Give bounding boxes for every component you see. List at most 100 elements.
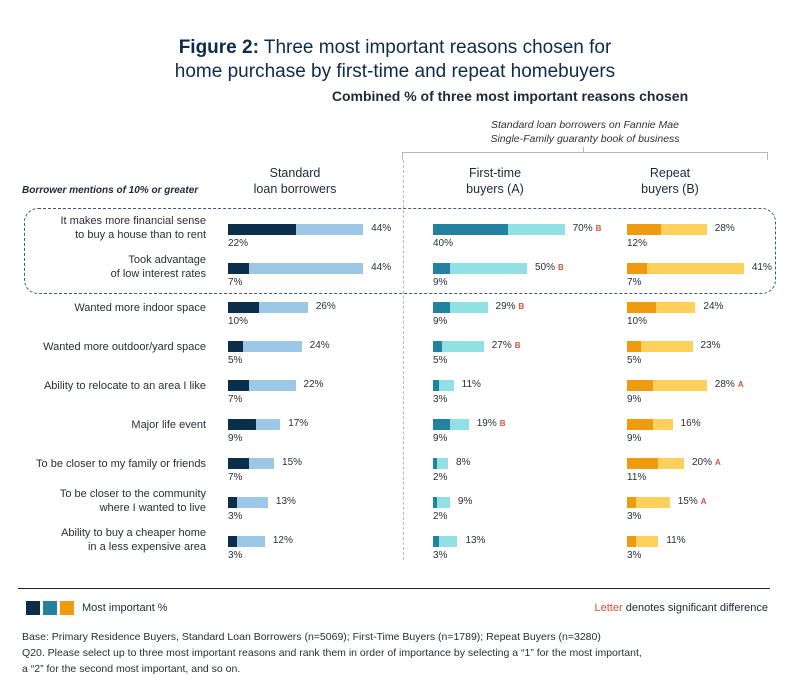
bar-most-important bbox=[228, 302, 259, 313]
bar-combined bbox=[228, 380, 296, 391]
column-header-standard: Standard loan borrowers bbox=[230, 165, 360, 197]
bracket-right-tick bbox=[767, 152, 768, 160]
footnotes: Base: Primary Residence Buyers, Standard… bbox=[22, 629, 642, 677]
data-label-most-important: 10% bbox=[228, 316, 249, 327]
significance-marker: A bbox=[737, 380, 744, 389]
data-label-combined: 24% bbox=[309, 340, 330, 351]
data-label-combined: 41% bbox=[751, 262, 772, 273]
data-label-combined: 50% B bbox=[535, 262, 564, 273]
bar-most-important bbox=[433, 419, 450, 430]
bar-most-important bbox=[228, 458, 250, 469]
bar-most-important bbox=[433, 458, 437, 469]
bar-most-important bbox=[627, 536, 636, 547]
category-label-line: to buy a house than to rent bbox=[75, 229, 206, 241]
significance-note-text: denotes significant difference bbox=[625, 602, 768, 614]
chart-title-line1: Figure 2: Three most important reasons c… bbox=[0, 36, 790, 60]
column-header-line: Standard bbox=[269, 166, 321, 180]
category-label: Ability to relocate to an area I like bbox=[16, 379, 206, 393]
data-label-most-important: 3% bbox=[627, 511, 642, 522]
data-label-most-important: 3% bbox=[627, 550, 642, 561]
data-label-most-important: 3% bbox=[228, 511, 243, 522]
significance-marker: B bbox=[499, 419, 506, 428]
significance-letter-word: Letter bbox=[594, 602, 623, 614]
data-label-combined: 27% B bbox=[491, 340, 521, 351]
data-label-most-important: 9% bbox=[433, 277, 448, 288]
data-label-most-important: 7% bbox=[228, 394, 243, 405]
data-label-most-important: 40% bbox=[433, 238, 454, 249]
category-label: Wanted more indoor space bbox=[16, 301, 206, 315]
category-label-line: It makes more financial sense bbox=[60, 215, 206, 227]
bar-combined bbox=[228, 341, 302, 352]
data-label-combined: 17% bbox=[288, 418, 309, 429]
bracket-note: Standard loan borrowers on Fannie Mae Si… bbox=[420, 118, 750, 146]
data-label-most-important: 10% bbox=[627, 316, 648, 327]
data-label-combined: 13% bbox=[465, 535, 486, 546]
category-label-line: of low interest rates bbox=[110, 268, 206, 280]
category-label-line: Wanted more outdoor/yard space bbox=[43, 341, 206, 353]
category-label: Wanted more outdoor/yard space bbox=[16, 340, 206, 354]
chart-title-line2: home purchase by first-time and repeat h… bbox=[174, 61, 616, 82]
data-label-most-important: 9% bbox=[433, 316, 448, 327]
legend-swatches bbox=[26, 601, 74, 615]
bar-combined bbox=[627, 263, 744, 274]
significance-note: Letter denotes significant difference bbox=[595, 602, 768, 614]
data-label-combined: 13% bbox=[275, 496, 296, 507]
bracket-line bbox=[402, 152, 768, 153]
bar-most-important bbox=[627, 302, 656, 313]
data-label-most-important: 9% bbox=[627, 433, 642, 444]
bracket-left-tick bbox=[402, 152, 403, 160]
column-header-line: buyers (A) bbox=[466, 182, 524, 196]
footer-divider bbox=[18, 588, 770, 589]
data-label-most-important: 7% bbox=[228, 277, 243, 288]
data-label-combined: 23% bbox=[700, 340, 721, 351]
category-label: Took advantage of low interest rates bbox=[16, 253, 206, 281]
bar-combined bbox=[433, 536, 458, 547]
data-label-most-important: 9% bbox=[627, 394, 642, 405]
data-label-combined: 26% bbox=[315, 301, 336, 312]
bar-most-important bbox=[627, 458, 659, 469]
data-label-most-important: 3% bbox=[433, 394, 448, 405]
bar-combined bbox=[433, 458, 449, 469]
data-label-most-important: 2% bbox=[433, 472, 448, 483]
bar-combined bbox=[228, 458, 275, 469]
bar-most-important bbox=[433, 536, 439, 547]
column-header-first-time: First-time buyers (A) bbox=[430, 165, 560, 197]
data-label-most-important: 7% bbox=[228, 472, 243, 483]
data-label-most-important: 5% bbox=[627, 355, 642, 366]
legend-swatch-standard bbox=[26, 601, 40, 615]
significance-marker: A bbox=[715, 458, 721, 467]
bar-most-important bbox=[433, 380, 439, 391]
bar-combined bbox=[228, 224, 364, 235]
category-label-line: Ability to relocate to an area I like bbox=[43, 380, 206, 392]
data-label-combined: 11% bbox=[461, 379, 481, 390]
category-label: It makes more financial sense to buy a ho… bbox=[16, 214, 206, 242]
legend-label: Most important % bbox=[82, 602, 168, 614]
bar-most-important bbox=[627, 497, 636, 508]
bar-most-important bbox=[228, 263, 250, 274]
bar-most-important bbox=[228, 419, 256, 430]
data-label-combined: 20% A bbox=[692, 457, 721, 468]
bar-combined bbox=[627, 224, 707, 235]
bar-most-important bbox=[228, 497, 238, 508]
bar-most-important bbox=[433, 224, 509, 235]
data-label-most-important: 3% bbox=[228, 550, 243, 561]
legend-swatch-first-time bbox=[43, 601, 57, 615]
column-header-line: First-time bbox=[468, 166, 522, 180]
category-label: Major life event bbox=[16, 418, 206, 432]
data-label-combined: 9% bbox=[457, 496, 473, 507]
bar-combined bbox=[228, 497, 268, 508]
data-label-most-important: 7% bbox=[627, 277, 642, 288]
category-label-line: where I wanted to live bbox=[99, 502, 206, 514]
data-label-combined: 28% bbox=[714, 223, 735, 234]
data-label-most-important: 9% bbox=[433, 433, 448, 444]
footnote-question: Q20. Please select up to three most impo… bbox=[22, 647, 642, 659]
significance-marker: A bbox=[700, 497, 707, 506]
data-label-most-important: 11% bbox=[627, 472, 647, 483]
column-divider bbox=[403, 160, 404, 560]
column-header-line: Repeat bbox=[649, 166, 691, 180]
figure-label: Figure 2: bbox=[178, 37, 259, 58]
bar-combined bbox=[433, 497, 450, 508]
bar-most-important bbox=[627, 263, 647, 274]
bar-combined bbox=[433, 341, 484, 352]
